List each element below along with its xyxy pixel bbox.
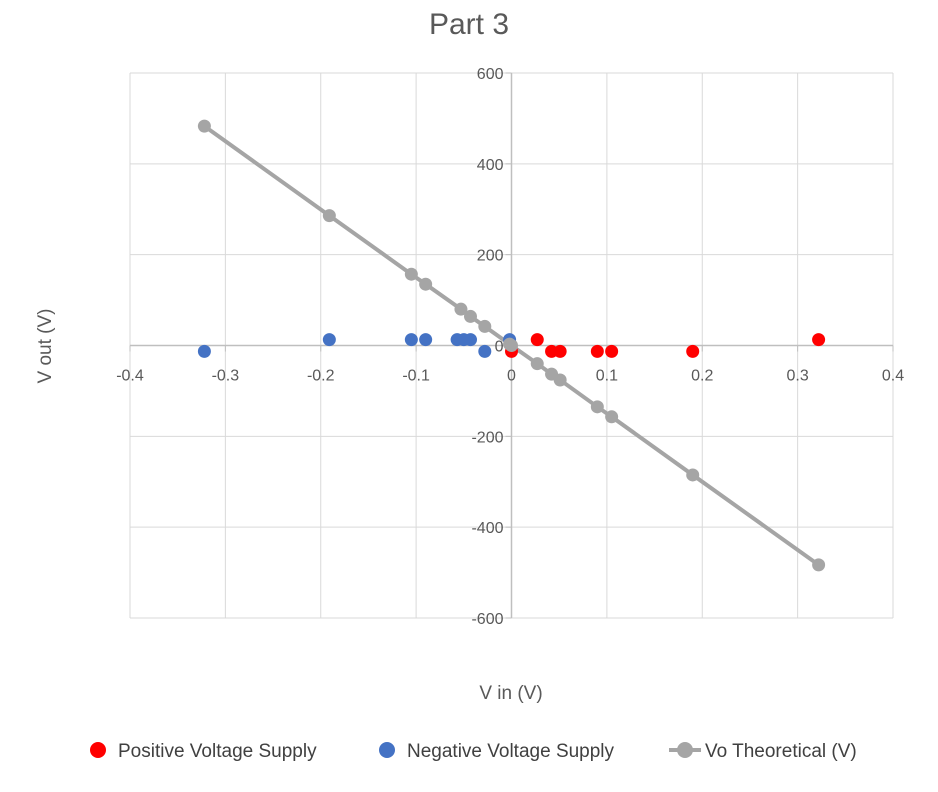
x-axis-title: V in (V) xyxy=(479,683,542,704)
tick-labels: -0.4 -0.3 -0.2 -0.1 0 0.1 0.2 0.3 0.4 -600 -400 -20… xyxy=(116,66,904,628)
x-tick-label: 0.3 xyxy=(787,368,809,385)
data-point xyxy=(530,357,544,371)
data-point xyxy=(463,309,477,323)
data-point xyxy=(812,558,826,572)
y-tick-label: -200 xyxy=(471,429,503,446)
data-point xyxy=(686,344,700,358)
x-tick-label: -0.2 xyxy=(307,368,335,385)
y-tick-label: -400 xyxy=(471,520,503,537)
data-point xyxy=(553,373,567,387)
data-point xyxy=(605,410,619,424)
legend: Positive Voltage Supply Negative Voltage … xyxy=(90,741,857,762)
y-tick-label: 400 xyxy=(477,157,504,174)
data-point xyxy=(404,333,418,347)
y-tick-label: -600 xyxy=(471,611,503,628)
data-point xyxy=(404,267,418,281)
data-point xyxy=(454,302,468,316)
data-point xyxy=(322,209,336,223)
data-point xyxy=(686,468,700,482)
data-point xyxy=(478,344,492,358)
y-tick-label: 600 xyxy=(477,66,504,83)
legend-marker xyxy=(677,742,693,758)
data-point xyxy=(478,319,492,333)
legend-marker xyxy=(379,742,395,758)
data-point xyxy=(590,400,604,414)
data-point xyxy=(197,344,211,358)
y-tick-label: 200 xyxy=(477,248,504,265)
data-point xyxy=(590,344,604,358)
data-point xyxy=(505,339,518,352)
data-point xyxy=(463,333,477,347)
x-tick-label: -0.3 xyxy=(212,368,240,385)
legend-label: Negative Voltage Supply xyxy=(407,741,615,762)
legend-label: Positive Voltage Supply xyxy=(118,741,317,762)
x-tick-label: 0.4 xyxy=(882,368,904,385)
x-tick-label: 0 xyxy=(507,368,516,385)
chart-title: Part 3 xyxy=(429,8,509,41)
data-point xyxy=(553,344,567,358)
x-tick-label: -0.1 xyxy=(402,368,430,385)
x-tick-label: 0.2 xyxy=(691,368,713,385)
x-tick-label: -0.4 xyxy=(116,368,144,385)
data-point xyxy=(419,333,433,347)
data-point xyxy=(812,333,826,347)
data-point xyxy=(322,333,336,347)
data-point xyxy=(197,119,211,133)
legend-marker xyxy=(90,742,106,758)
data-point xyxy=(605,344,619,358)
plot-area xyxy=(197,119,826,572)
y-tick-label: 0 xyxy=(495,339,504,356)
y-axis-title: V out (V) xyxy=(35,309,56,384)
x-tick-label: 0.1 xyxy=(596,368,618,385)
legend-label: Vo Theoretical (V) xyxy=(705,741,857,762)
data-point xyxy=(530,333,544,347)
data-point xyxy=(419,277,433,291)
